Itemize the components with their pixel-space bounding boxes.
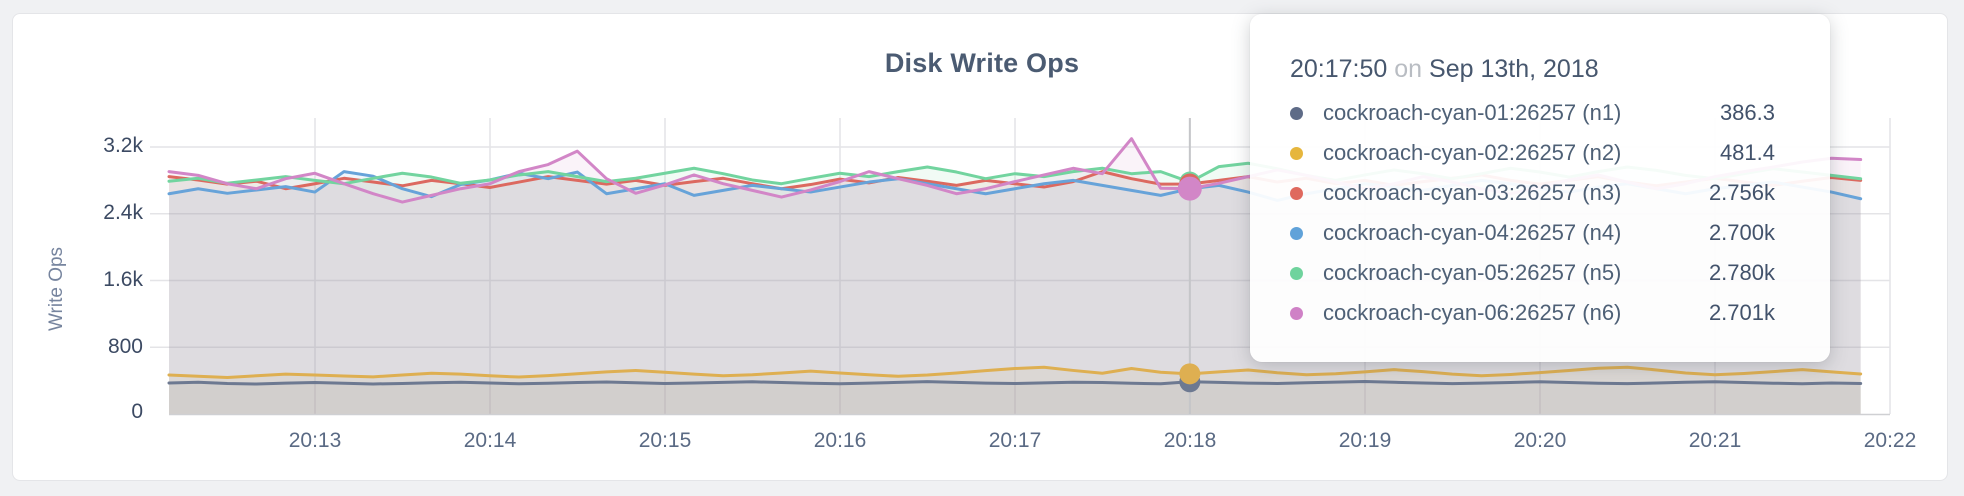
tooltip-series-row: cockroach-cyan-01:26257 (n1) 386.3 <box>1290 93 1775 133</box>
tooltip-date: Sep 13th, 2018 <box>1429 55 1599 83</box>
x-axis-tick: 20:14 <box>463 429 517 452</box>
series-name: cockroach-cyan-04:26257 (n4) <box>1323 220 1622 245</box>
series-value: 2.780k <box>1708 260 1775 285</box>
x-axis-tick: 20:22 <box>1863 429 1917 452</box>
hover-tooltip: 20:17:50 on Sep 13th, 2018 cockroach-cya… <box>1250 14 1830 362</box>
tooltip-time: 20:17:50 <box>1290 55 1388 83</box>
series-name: cockroach-cyan-01:26257 (n1) <box>1323 100 1622 125</box>
tooltip-header: 20:17:50 on Sep 13th, 2018 <box>1290 52 1775 86</box>
x-axis-tick: 20:13 <box>288 429 342 452</box>
tooltip-series-row: cockroach-cyan-02:26257 (n2) 481.4 <box>1290 133 1775 173</box>
chart-title: Disk Write Ops <box>884 48 1080 78</box>
y-axis-tick: 2.4k <box>103 201 143 224</box>
tooltip-series-row: cockroach-cyan-05:26257 (n5) 2.780k <box>1290 253 1775 293</box>
tooltip-series-row: cockroach-cyan-04:26257 (n4) 2.700k <box>1290 213 1775 253</box>
series-name: cockroach-cyan-02:26257 (n2) <box>1323 140 1622 165</box>
series-color-dot-icon <box>1290 306 1303 320</box>
tooltip-connector: on <box>1394 55 1423 83</box>
y-axis-tick: 3.2k <box>103 134 143 157</box>
x-axis-tick: 20:21 <box>1688 429 1742 452</box>
series-value: 2.701k <box>1708 300 1775 325</box>
series-value: 2.700k <box>1708 220 1775 245</box>
x-axis-tick: 20:19 <box>1338 429 1392 452</box>
series-color-dot-icon <box>1290 266 1303 280</box>
x-axis-tick: 20:20 <box>1513 429 1567 452</box>
series-color-dot-icon <box>1290 106 1303 120</box>
y-axis: 3.2k 2.4k 1.6k 800 0 <box>43 0 143 496</box>
series-name: cockroach-cyan-06:26257 (n6) <box>1323 300 1622 325</box>
x-axis-tick: 20:15 <box>638 429 692 452</box>
tooltip-series-row: cockroach-cyan-06:26257 (n6) 2.701k <box>1290 293 1775 333</box>
x-axis-tick: 20:17 <box>988 429 1042 452</box>
series-value: 481.4 <box>1719 140 1775 165</box>
series-name: cockroach-cyan-03:26257 (n3) <box>1323 180 1622 205</box>
x-axis-tick: 20:18 <box>1163 429 1217 452</box>
y-axis-tick: 1.6k <box>103 268 143 291</box>
series-name: cockroach-cyan-05:26257 (n5) <box>1323 260 1622 285</box>
tooltip-series-row: cockroach-cyan-03:26257 (n3) 2.756k <box>1290 173 1775 213</box>
series-color-dot-icon <box>1290 226 1303 240</box>
y-axis-tick: 0 <box>131 400 143 423</box>
x-axis-tick: 20:16 <box>813 429 867 452</box>
series-color-dot-icon <box>1290 146 1303 160</box>
series-color-dot-icon <box>1290 186 1303 200</box>
series-value: 2.756k <box>1708 180 1775 205</box>
y-axis-tick: 800 <box>107 335 143 358</box>
series-value: 386.3 <box>1719 100 1775 125</box>
